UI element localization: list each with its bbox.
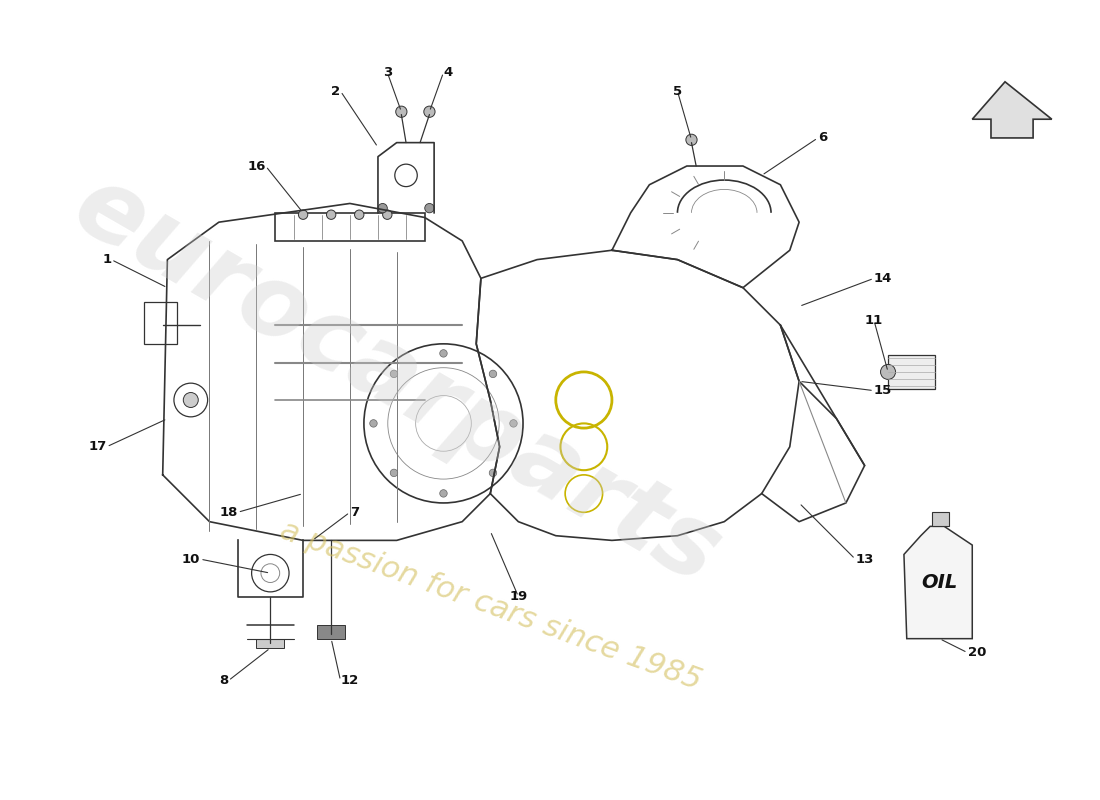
Circle shape <box>440 490 448 497</box>
Bar <box>144 302 177 344</box>
Circle shape <box>378 203 387 213</box>
Circle shape <box>509 420 517 427</box>
Circle shape <box>425 203 435 213</box>
Text: 17: 17 <box>88 440 107 454</box>
Text: 12: 12 <box>341 674 359 687</box>
Text: 15: 15 <box>874 384 892 397</box>
Bar <box>256 638 285 648</box>
Text: 16: 16 <box>248 159 266 173</box>
Text: 19: 19 <box>509 590 528 603</box>
Circle shape <box>327 210 336 219</box>
Circle shape <box>298 210 308 219</box>
Text: a passion for cars since 1985: a passion for cars since 1985 <box>276 516 705 696</box>
Circle shape <box>440 350 448 357</box>
Text: eurocarparts: eurocarparts <box>57 157 737 606</box>
Text: 3: 3 <box>383 66 392 79</box>
Circle shape <box>396 106 407 118</box>
Text: 6: 6 <box>817 131 827 145</box>
Text: 18: 18 <box>219 506 238 519</box>
Text: 10: 10 <box>182 553 200 566</box>
Text: 1: 1 <box>102 253 111 266</box>
Text: 14: 14 <box>874 272 892 285</box>
Circle shape <box>390 370 398 378</box>
Text: 8: 8 <box>219 674 228 687</box>
Circle shape <box>390 469 398 477</box>
Text: 2: 2 <box>331 85 341 98</box>
Bar <box>317 625 345 638</box>
Circle shape <box>424 106 436 118</box>
Bar <box>932 512 949 526</box>
Bar <box>888 355 935 389</box>
Circle shape <box>490 469 497 477</box>
Circle shape <box>490 370 497 378</box>
Text: 13: 13 <box>856 553 873 566</box>
Text: 11: 11 <box>865 314 883 327</box>
Circle shape <box>354 210 364 219</box>
Circle shape <box>880 365 895 379</box>
Text: 20: 20 <box>968 646 986 659</box>
Circle shape <box>383 210 392 219</box>
Circle shape <box>370 420 377 427</box>
Text: 7: 7 <box>350 506 359 519</box>
Text: 5: 5 <box>673 85 682 98</box>
Circle shape <box>184 393 198 407</box>
Text: OIL: OIL <box>922 573 958 592</box>
Text: 4: 4 <box>443 66 453 79</box>
Circle shape <box>686 134 697 146</box>
Polygon shape <box>904 526 972 638</box>
Polygon shape <box>972 82 1052 138</box>
